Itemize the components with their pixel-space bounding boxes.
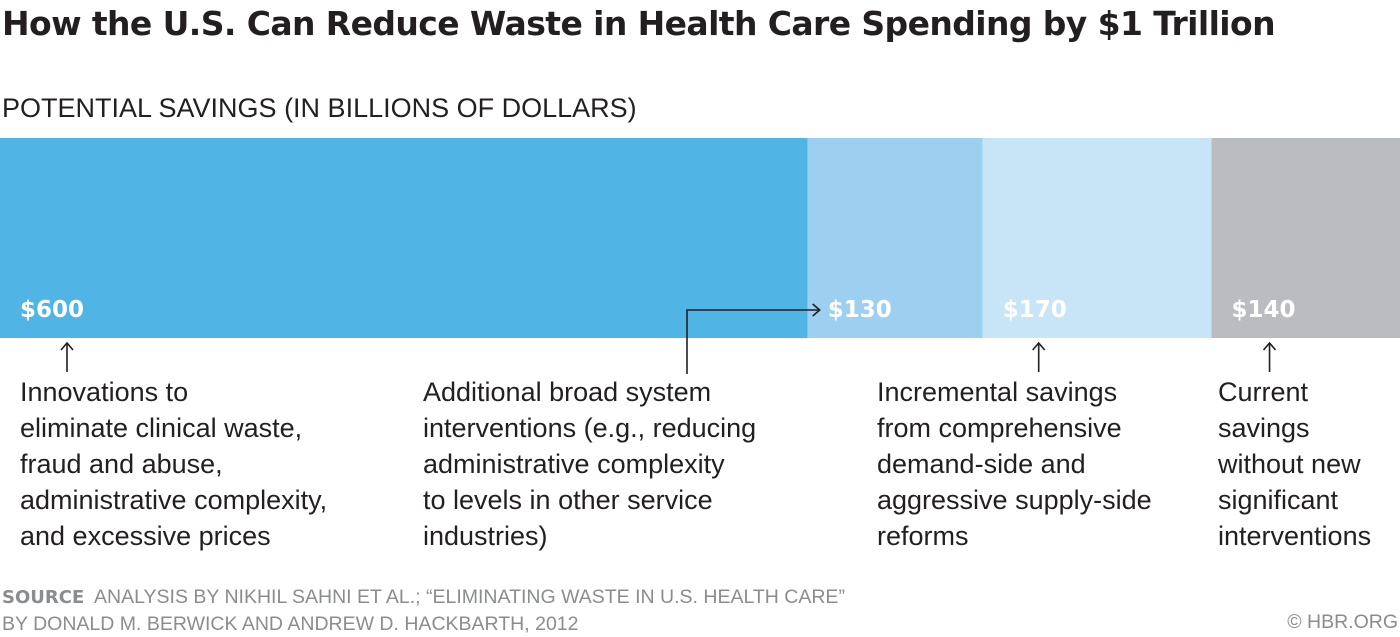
annotation-line: reforms	[877, 521, 969, 551]
annotation-current-savings: Current savings without new significant …	[1218, 374, 1371, 554]
annotation-innovations: Innovations to eliminate clinical waste,…	[20, 374, 327, 554]
arrow-up-incremental-savings-icon	[1032, 341, 1046, 372]
annotation-line: without new	[1218, 449, 1361, 479]
annotation-line: and excessive prices	[20, 521, 271, 551]
annotation-line: to levels in other service	[423, 485, 713, 515]
copyright-credit: © HBR.ORG	[1287, 611, 1398, 633]
value-label-additional-interventions: $130	[828, 297, 892, 323]
annotation-line: industries)	[423, 521, 548, 551]
annotation-line: savings	[1218, 413, 1310, 443]
annotation-line: fraud and abuse,	[20, 449, 223, 479]
value-label-current-savings: $140	[1232, 297, 1296, 323]
source-line-2: BY DONALD M. BERWICK AND ANDREW D. HACKB…	[2, 613, 579, 635]
annotation-line: Innovations to	[20, 377, 189, 407]
annotation-additional-interventions: Additional broad system interventions (e…	[423, 374, 756, 554]
value-label-innovations: $600	[20, 297, 84, 323]
annotation-line: Current	[1218, 377, 1309, 407]
annotation-line: administrative complexity	[423, 449, 725, 479]
arrow-up-current-savings-icon	[1262, 341, 1277, 372]
source-line-1: ANALYSIS BY NIKHIL SAHNI ET AL.; “ELIMIN…	[94, 586, 845, 608]
annotation-incremental-savings: Incremental savings from comprehensive d…	[877, 374, 1152, 554]
chart-subtitle: POTENTIAL SAVINGS (IN BILLIONS OF DOLLAR…	[2, 93, 637, 123]
bar-segment-additional-interventions	[807, 138, 983, 338]
annotation-line: aggressive supply-side	[877, 485, 1152, 515]
annotation-line: interventions (e.g., reducing	[423, 413, 757, 443]
annotation-line: administrative complexity,	[20, 485, 328, 515]
annotation-arrows	[60, 303, 1277, 374]
bar-segment-current-savings	[1211, 138, 1400, 338]
stacked-bar-chart: $600 $130 $170 $140	[0, 138, 1400, 374]
annotation-line: eliminate clinical waste,	[20, 413, 303, 443]
bar-segment-innovations	[0, 138, 808, 338]
annotation-line: from comprehensive	[877, 413, 1122, 443]
source-label: SOURCE	[2, 587, 85, 608]
value-label-incremental-savings: $170	[1003, 297, 1067, 323]
annotation-line: interventions	[1218, 521, 1372, 551]
annotation-line: demand-side and	[877, 449, 1086, 479]
source-note: SOURCE ANALYSIS BY NIKHIL SAHNI ET AL.; …	[2, 584, 845, 637]
annotation-line: Incremental savings	[877, 377, 1118, 407]
value-labels: $600 $130 $170 $140	[20, 297, 1296, 323]
annotation-line: significant	[1218, 485, 1339, 515]
arrow-elbow-additional-interventions-icon	[686, 303, 821, 374]
chart-title: How the U.S. Can Reduce Waste in Health …	[2, 4, 1276, 43]
bar-segment-incremental-savings	[982, 138, 1212, 338]
annotation-line: Additional broad system	[423, 377, 712, 407]
bar-segments	[0, 138, 1400, 338]
arrow-up-innovations-icon	[60, 341, 74, 372]
